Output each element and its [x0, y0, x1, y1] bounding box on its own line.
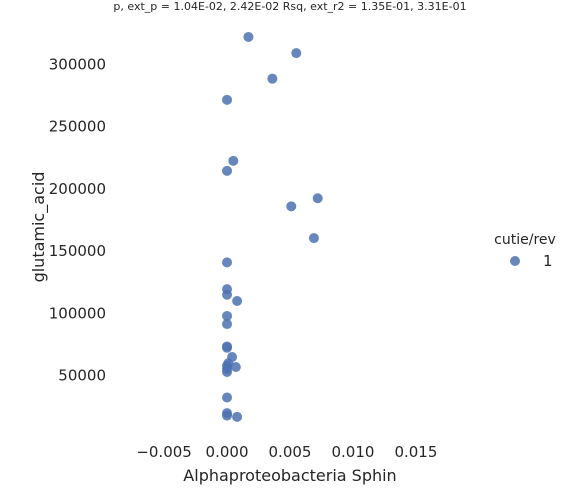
y-tick-label: 150000 — [49, 242, 106, 260]
x-tick-label: 0.005 — [269, 443, 312, 461]
legend-title: cutie/rev — [494, 232, 556, 248]
data-point — [312, 193, 323, 204]
y-tick-label: 250000 — [49, 118, 106, 136]
x-tick-label: 0.015 — [394, 443, 437, 461]
data-point — [222, 289, 233, 300]
data-point — [267, 73, 278, 84]
legend: cutie/rev 1 — [494, 232, 556, 270]
data-point — [222, 410, 233, 421]
data-point — [222, 165, 233, 176]
data-point — [228, 155, 239, 166]
y-axis-ticks: 50000 100000 150000 200000 250000 300000 — [49, 55, 106, 384]
data-point — [291, 48, 302, 59]
data-point — [243, 31, 254, 42]
data-point — [308, 233, 319, 244]
legend-entry-label: 1 — [543, 252, 553, 270]
data-point — [286, 201, 297, 212]
x-tick-label: 0.010 — [331, 443, 374, 461]
legend-marker — [510, 256, 520, 266]
x-tick-label: 0.000 — [206, 443, 249, 461]
data-point — [222, 319, 233, 330]
data-point — [222, 342, 233, 353]
scatter-points — [222, 31, 323, 422]
chart-title: p, ext_p = 1.04E-02, 2.42E-02 Rsq, ext_r… — [113, 0, 466, 13]
x-axis-ticks: −0.005 0.000 0.005 0.010 0.015 — [136, 443, 437, 461]
data-point — [222, 257, 233, 268]
data-point — [222, 94, 233, 105]
data-point — [222, 310, 233, 321]
data-point — [232, 295, 243, 306]
y-tick-label: 50000 — [58, 367, 106, 385]
data-point — [222, 392, 233, 403]
x-tick-label: −0.005 — [136, 443, 192, 461]
x-axis-label: Alphaproteobacteria Sphin — [183, 466, 396, 485]
data-point — [230, 362, 241, 373]
y-tick-label: 200000 — [49, 180, 106, 198]
y-tick-label: 100000 — [49, 304, 106, 322]
data-point — [232, 411, 243, 422]
y-tick-label: 300000 — [49, 55, 106, 73]
data-point — [222, 366, 233, 377]
y-axis-label: glutamic_acid — [29, 172, 49, 283]
